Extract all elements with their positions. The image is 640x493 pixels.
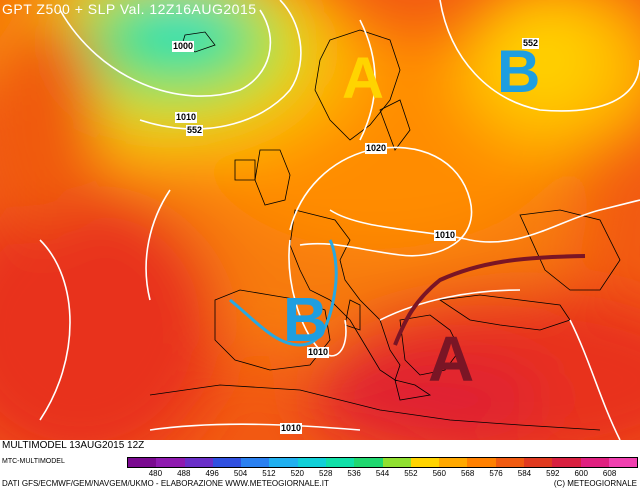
scale-tick-label: 536 <box>347 469 361 478</box>
low-pressure-iberia-label: B <box>283 286 328 355</box>
scale-tick-label: 608 <box>602 469 617 478</box>
color-field <box>0 0 640 440</box>
scale-tick-label: 568 <box>460 469 475 478</box>
scale-swatch <box>495 458 524 467</box>
scale-swatch <box>184 458 213 467</box>
isobars <box>39 0 640 440</box>
scale-swatch <box>354 458 383 467</box>
scale-tick-label: 520 <box>290 469 305 478</box>
scale-tick-label: 576 <box>489 469 503 478</box>
isobar-label: 1010 <box>280 423 303 434</box>
scale-swatch <box>212 458 242 467</box>
isobar-label: 552 <box>522 38 540 49</box>
high-pressure-south-label: A <box>428 323 475 395</box>
scale-tick-label: 560 <box>432 469 446 478</box>
scale-tick-label: 592 <box>546 469 560 478</box>
scale-tick-label: 544 <box>375 469 390 478</box>
low-pressure-northeast-label: B <box>497 38 541 105</box>
scale-tick-label: 552 <box>404 469 418 478</box>
scale-swatch <box>325 458 355 467</box>
scale-tick-label: 504 <box>233 469 248 478</box>
isobar-label: 1000 <box>172 41 195 52</box>
scale-swatch <box>552 458 581 467</box>
model-run-text: MULTIMODEL 13AUG2015 12Z <box>2 440 145 451</box>
color-scale-labels: 480 488 496 504 512 520 528 536 544 552 560 568 576 5… <box>127 469 638 479</box>
scale-swatch <box>297 458 326 467</box>
scale-tick-label: 496 <box>205 469 219 478</box>
scale-swatch <box>608 458 638 467</box>
scale-swatch <box>128 458 157 467</box>
copyright-text: (C) METEOGIORNALE <box>553 479 637 488</box>
scale-swatch <box>241 458 270 467</box>
scale-tick-label: 584 <box>517 469 532 478</box>
high-pressure-north-label: A <box>342 46 384 111</box>
map-title: GPT Z500 + SLP Val. 12Z16AUG2015 <box>2 1 257 17</box>
scale-swatch <box>156 458 185 467</box>
credits-text: DATI GFS/ECMWF/GEM/NAVGEM/UKMO - ELABORA… <box>2 479 329 488</box>
isobar-label: 1010 <box>175 112 198 123</box>
isobar-label: 1020 <box>365 143 388 154</box>
ridge-line <box>393 254 586 346</box>
isobar-label: 552 <box>186 125 204 136</box>
scale-swatch <box>410 458 440 467</box>
trough-line <box>229 239 338 347</box>
scale-tick-label: 488 <box>177 469 191 478</box>
color-scale-bar <box>127 457 638 468</box>
scale-tick-label: 512 <box>262 469 276 478</box>
scale-swatch <box>382 458 411 467</box>
scale-tick-label: 600 <box>574 469 588 478</box>
scale-swatch <box>580 458 609 467</box>
scale-swatch <box>523 458 553 467</box>
isobar-label: 1010 <box>307 347 330 358</box>
mtc-text: MTC-MULTIMODEL <box>2 458 65 465</box>
scale-swatch <box>439 458 468 467</box>
scale-swatch <box>467 458 496 467</box>
scale-tick-label: 480 <box>148 469 163 478</box>
scale-tick-label: 528 <box>319 469 333 478</box>
geopotential-map <box>0 0 640 440</box>
scale-swatch <box>269 458 298 467</box>
isobar-label: 1010 <box>434 230 457 241</box>
